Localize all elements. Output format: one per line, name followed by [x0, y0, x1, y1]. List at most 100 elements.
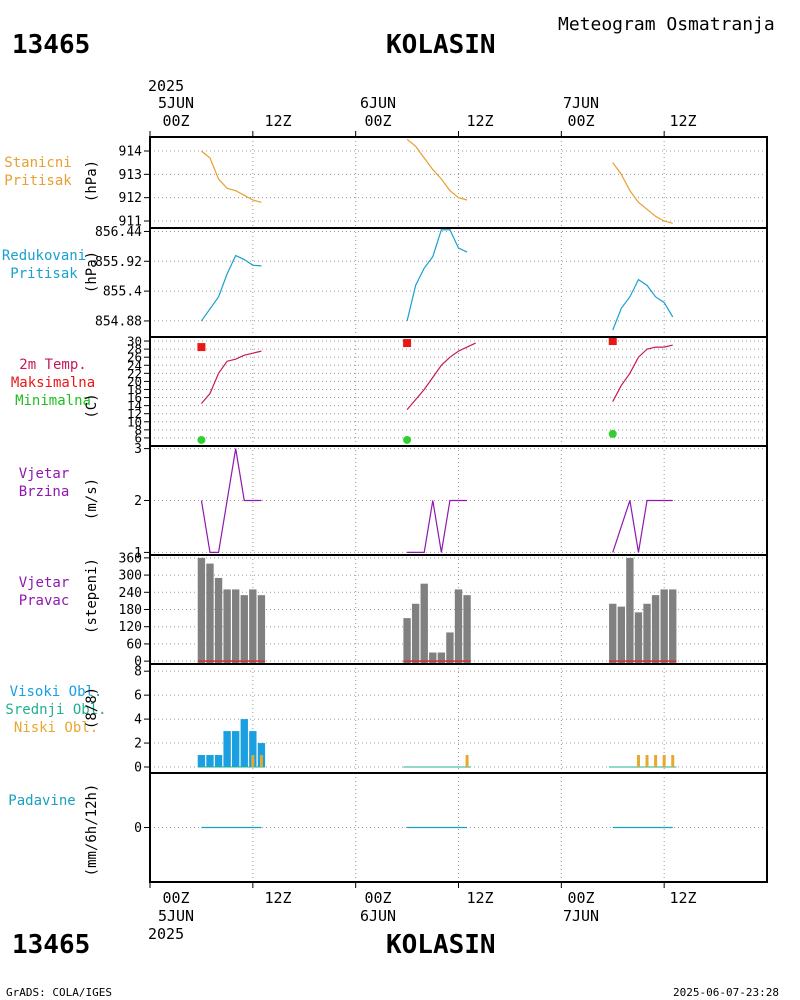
pressure-line — [201, 150, 262, 203]
low-cloud-bar — [465, 755, 469, 768]
clouds-label-line1: Visoki Obl. — [9, 684, 103, 700]
bottom-hour-6: 12Z — [669, 889, 697, 907]
top-date-day2: 6JUN — [359, 94, 397, 112]
wind-dir-bar — [643, 603, 651, 665]
top-date-day1: 5JUN — [157, 94, 195, 112]
ytick-label: 8 — [134, 422, 142, 437]
temp-label-line2: Maksimalna — [10, 375, 96, 391]
wind-speed-label-line2: Brzina — [18, 484, 70, 500]
high-cloud-bar — [223, 731, 231, 768]
wind-dir-bar — [626, 557, 634, 665]
reduced-label: Redukovani Pritisak — [0, 247, 88, 283]
ytick-label: 18 — [127, 382, 142, 397]
wind-dir-bar — [411, 603, 420, 665]
tmax-marker — [197, 343, 206, 352]
ytick-label: 16 — [127, 390, 142, 405]
ytick-label: 854.88 — [95, 314, 142, 329]
ytick-label: 1 — [134, 546, 142, 561]
clouds-label-line2: Srednji Obl. — [5, 702, 107, 718]
top-hour-6: 12Z — [669, 112, 697, 130]
station-name-bottom: KOLASIN — [386, 930, 496, 960]
low-cloud-bar — [671, 755, 675, 768]
high-cloud-bar — [197, 755, 206, 768]
temp-line — [612, 344, 673, 402]
reduced-label-line2: Pritisak — [10, 266, 78, 282]
reduced-pressure-line — [612, 278, 674, 331]
clouds-label: Visoki Obl. Srednji Obl. Niski Obl. — [0, 683, 112, 737]
chart-title: Meteogram Osmatranja — [558, 14, 775, 35]
ytick-label: 120 — [119, 620, 142, 635]
ytick-label: 30 — [127, 334, 142, 349]
high-cloud-bar — [240, 719, 248, 768]
ytick-label: 28 — [127, 342, 142, 357]
wind-dir-bar — [420, 583, 428, 665]
credit-text: GrADS: COLA/IGES — [6, 986, 112, 999]
bottom-hour-2: 12Z — [264, 889, 292, 907]
top-hour-4: 12Z — [466, 112, 494, 130]
station-name-top: KOLASIN — [386, 30, 496, 60]
reduced-label-line1: Redukovani — [1, 248, 87, 264]
tmin-marker — [197, 435, 206, 444]
reduced-pressure-line — [406, 229, 468, 322]
ytick-label: 913 — [119, 168, 142, 183]
wind-dir-bar — [463, 595, 471, 665]
ytick-label: 20 — [127, 374, 142, 389]
ytick-label: 3 — [134, 442, 142, 457]
wind-speed-label-line1: Vjetar — [18, 466, 70, 482]
ytick-label: 22 — [127, 366, 142, 381]
low-cloud-bar — [251, 755, 255, 768]
ytick-label: 912 — [119, 191, 142, 206]
tmin-marker — [403, 435, 412, 444]
wind-dir-bar — [214, 577, 223, 665]
clouds-label-line3: Niski Obl. — [13, 720, 99, 736]
bottom-date-day2: 6JUN — [359, 907, 397, 925]
top-hour-1: 00Z — [162, 112, 190, 130]
pressure-line — [406, 138, 468, 201]
low-cloud-bar — [259, 755, 263, 768]
wind-dir-bar — [660, 589, 668, 665]
pressure-label-line2: Pritisak — [4, 173, 72, 189]
top-year: 2025 — [148, 77, 185, 95]
low-cloud-bar — [654, 755, 658, 768]
wind-dir-label: Vjetar Pravac — [0, 574, 88, 610]
top-hour-3: 00Z — [364, 112, 392, 130]
bottom-hour-4: 12Z — [466, 889, 494, 907]
wind-dir-bar — [617, 606, 626, 665]
ytick-label: 14 — [127, 398, 142, 413]
ytick-label: 6 — [134, 689, 142, 704]
low-cloud-bar — [636, 755, 640, 768]
tmin-marker — [608, 429, 617, 438]
wind-dir-bar — [240, 595, 248, 665]
wind-dir-bar — [206, 563, 214, 665]
ytick-label: 0 — [134, 761, 142, 776]
ytick-label: 6 — [134, 430, 142, 445]
ytick-label: 4 — [134, 713, 142, 728]
pressure-label-line1: Stanicni — [4, 155, 72, 171]
pressure-line — [612, 162, 673, 224]
bottom-hour-5: 00Z — [567, 889, 595, 907]
ytick-label: 26 — [127, 350, 142, 365]
precip-label-line1: Padavine — [8, 793, 76, 809]
high-cloud-bar — [206, 755, 214, 768]
ytick-label: 240 — [119, 586, 142, 601]
ytick-label: 856.44 — [95, 225, 142, 240]
wind-dir-bar — [257, 595, 266, 665]
wind-dir-bar — [651, 595, 660, 665]
ytick-label: 855.4 — [103, 285, 142, 300]
temp-line — [406, 342, 476, 411]
temp-label-line3: Minimalna — [15, 393, 91, 409]
wind-dir-bar — [669, 589, 677, 665]
bottom-year: 2025 — [148, 925, 185, 943]
top-date-day3: 7JUN — [562, 94, 600, 112]
top-hour-5: 00Z — [567, 112, 595, 130]
low-cloud-bar — [645, 755, 649, 768]
wind-dir-bar — [429, 652, 437, 665]
tmax-marker — [403, 339, 412, 348]
wind-speed-label: Vjetar Brzina — [0, 465, 88, 501]
top-hour-2: 12Z — [264, 112, 292, 130]
ytick-label: 2 — [134, 494, 142, 509]
bottom-hour-3: 00Z — [364, 889, 392, 907]
wind-dir-bar — [437, 652, 446, 665]
ytick-label: 0 — [134, 655, 142, 670]
